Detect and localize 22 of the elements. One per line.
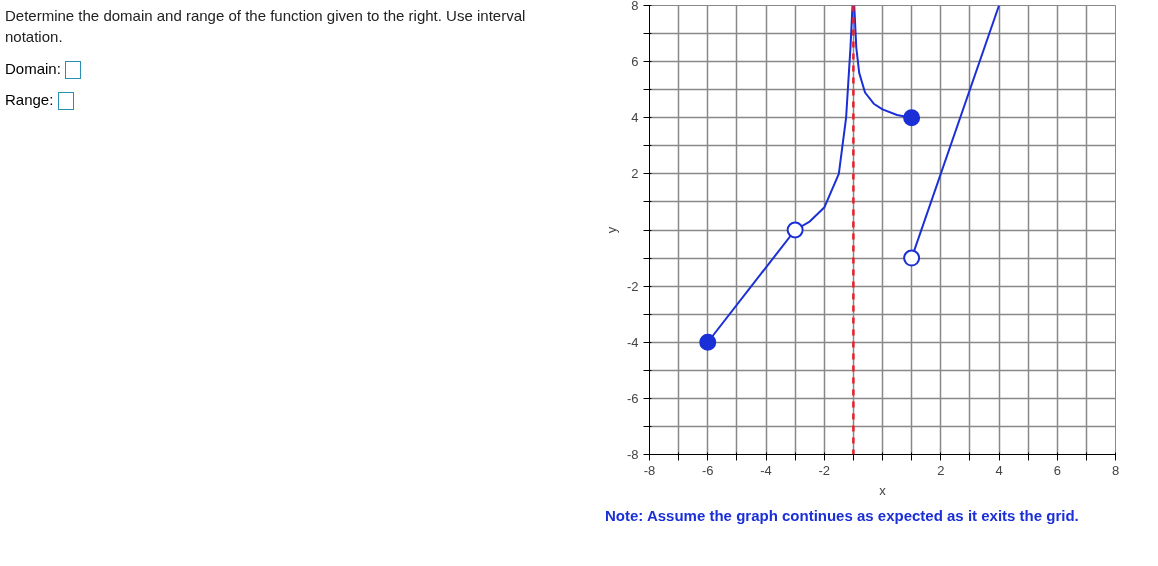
y-tick-label: -2	[626, 278, 639, 294]
y-tick-label: -8	[626, 447, 639, 462]
x-tick-label: 6	[1053, 462, 1061, 478]
x-tick-label: -8	[643, 462, 656, 478]
y-axis-title: y	[603, 226, 619, 234]
text: Note: Assume the graph continues as expected as it exits the grid.	[605, 506, 1079, 526]
y-tick-label: 2	[631, 166, 639, 182]
x-axis-title: x	[879, 482, 887, 498]
x-tick-label: -6	[701, 462, 714, 478]
x-tick-label: -4	[760, 462, 772, 478]
y-tick-label: -6	[626, 390, 639, 406]
y-tick-label: 4	[631, 110, 639, 126]
text: Domain:	[5, 58, 62, 79]
x-tick-label: 4	[995, 462, 1003, 478]
y-tick-label: 8	[631, 0, 639, 13]
x-tick-label: 8	[1111, 462, 1120, 478]
text: Determine the domain and range of the function given to the right. Use interval notation.	[5, 6, 527, 48]
y-tick-label: -4	[626, 334, 639, 350]
y-tick-label: 6	[631, 54, 639, 70]
x-tick-label: -2	[818, 462, 831, 478]
x-tick-label: 2	[937, 462, 945, 478]
text: Range:	[5, 90, 55, 111]
